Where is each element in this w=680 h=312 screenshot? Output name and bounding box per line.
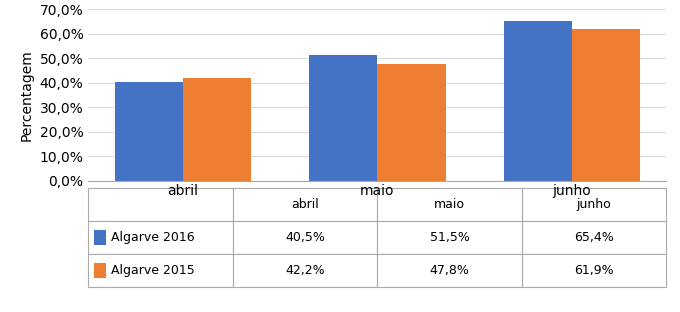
- Bar: [309, 55, 377, 181]
- Bar: [183, 77, 251, 181]
- Bar: [115, 82, 183, 181]
- Y-axis label: Percentagem: Percentagem: [20, 49, 34, 141]
- Bar: [504, 21, 572, 181]
- Bar: [377, 64, 445, 181]
- Bar: [572, 29, 640, 181]
